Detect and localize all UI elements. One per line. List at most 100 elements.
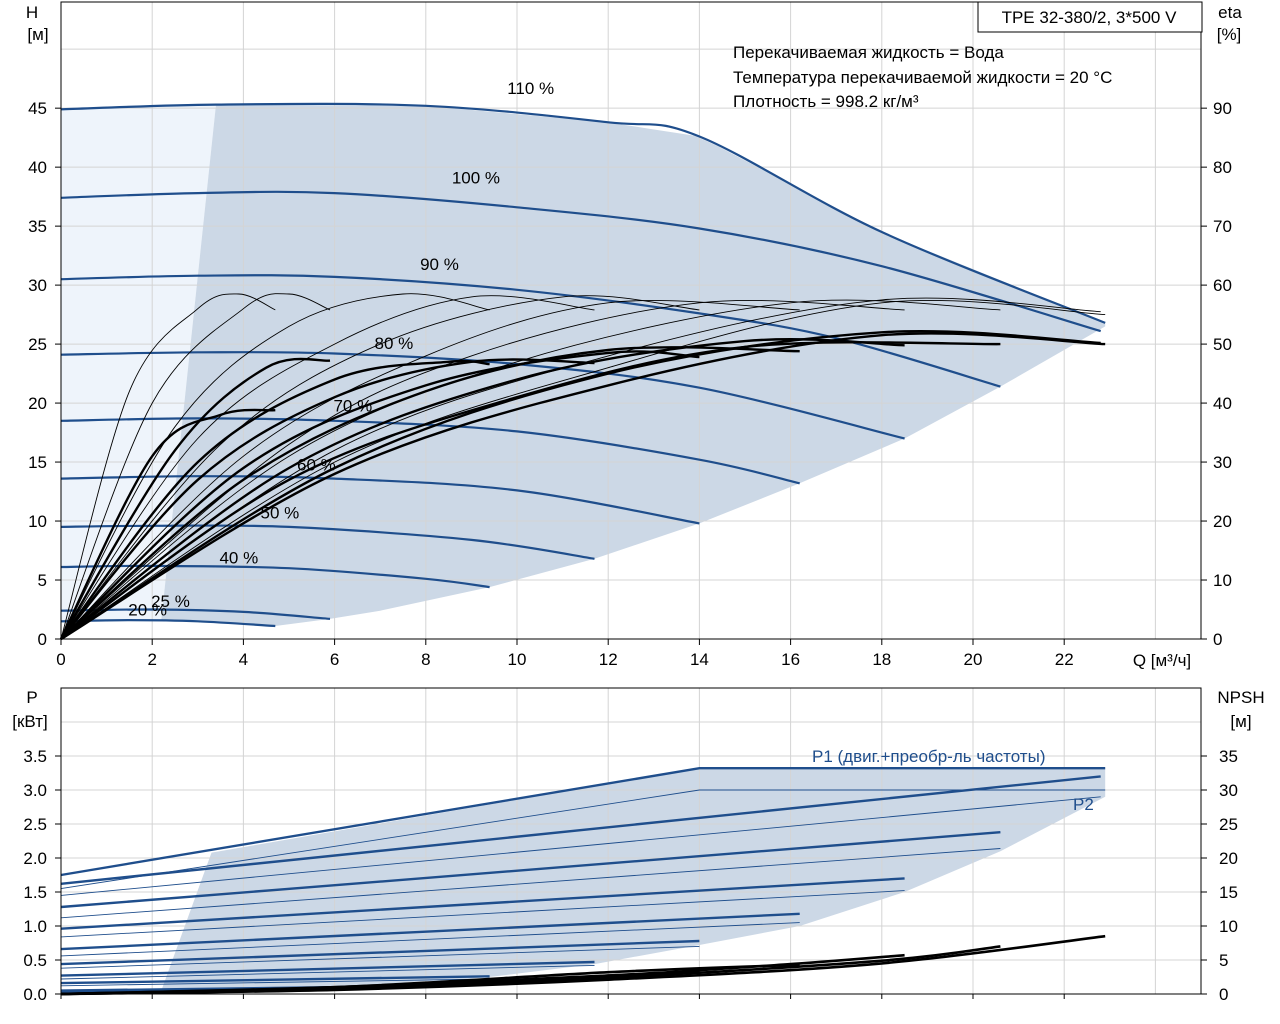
bottom-plot-frame bbox=[60, 687, 1202, 995]
eta-tick-label: 60 bbox=[1213, 276, 1232, 295]
eta-axis-symbol: eta bbox=[1218, 3, 1242, 22]
head-curve-label: 40 % bbox=[219, 549, 258, 568]
x-tick-label: 22 bbox=[1055, 650, 1074, 669]
p2-power-curve bbox=[60, 978, 490, 987]
eta-axis-unit: [%] bbox=[1217, 25, 1242, 44]
efficiency-curve bbox=[60, 350, 700, 640]
efficiency-curve-thin bbox=[60, 293, 331, 640]
head-efficiency-panel: 110 %100 %90 %80 %70 %60 %50 %40 %25 %20… bbox=[28, 1, 1232, 669]
p2-power-curve bbox=[60, 848, 1001, 919]
flow-axis-label: Q [м³/ч] bbox=[1133, 651, 1191, 670]
head-curve-40 bbox=[60, 564, 490, 589]
info-density: Плотность = 998.2 кг/м³ bbox=[733, 92, 919, 111]
efficiency-curve bbox=[60, 359, 490, 640]
eta-tick-label: 20 bbox=[1213, 512, 1232, 531]
efficiency-curve bbox=[60, 358, 595, 640]
x-tick-label: 18 bbox=[872, 650, 891, 669]
efficiency-curve bbox=[60, 346, 800, 640]
eta-tick-label: 40 bbox=[1213, 394, 1232, 413]
power-tick-label: 1.0 bbox=[23, 917, 47, 936]
head-curve-label: 80 % bbox=[375, 334, 414, 353]
head-tick-label: 10 bbox=[28, 512, 47, 531]
power-tick-label: 3.5 bbox=[23, 747, 47, 766]
head-curve-label: 90 % bbox=[420, 255, 459, 274]
p2-series-label: P2 bbox=[1073, 795, 1094, 814]
x-tick-label: 2 bbox=[147, 650, 156, 669]
eta-tick-label: 0 bbox=[1213, 630, 1222, 649]
npsh-tick-label: 35 bbox=[1219, 747, 1238, 766]
power-tick-label: 2.0 bbox=[23, 849, 47, 868]
head-axis-unit: [м] bbox=[27, 25, 48, 44]
head-curve-label: 100 % bbox=[452, 169, 500, 188]
p1-power-curve bbox=[60, 975, 490, 985]
top-plot-frame bbox=[60, 1, 1202, 640]
eta-tick-label: 30 bbox=[1213, 453, 1232, 472]
p1-power-curve bbox=[60, 775, 1101, 885]
efficiency-curve-thin bbox=[60, 295, 595, 640]
head-tick-label: 5 bbox=[38, 571, 47, 590]
head-curve-label: 110 % bbox=[507, 79, 554, 98]
head-curve-100 bbox=[60, 190, 1102, 333]
x-tick-label: 14 bbox=[690, 650, 709, 669]
head-curve-label: 20 % bbox=[128, 600, 167, 619]
efficiency-curve-thin bbox=[60, 299, 1106, 640]
head-curve-label: 60 % bbox=[297, 455, 336, 474]
npsh-tick-label: 30 bbox=[1219, 781, 1238, 800]
power-operating-region bbox=[161, 768, 1106, 991]
efficiency-curve-thin bbox=[60, 293, 276, 640]
x-tick-label: 12 bbox=[599, 650, 618, 669]
efficiency-curve-thin bbox=[60, 293, 490, 640]
x-tick-label: 0 bbox=[56, 650, 65, 669]
p2-power-curve bbox=[60, 922, 800, 957]
p1-power-curve bbox=[60, 960, 595, 977]
efficiency-curve-thin bbox=[60, 299, 1001, 640]
npsh-tick-label: 20 bbox=[1219, 849, 1238, 868]
head-curve-label: 70 % bbox=[333, 396, 372, 415]
low-flow-region bbox=[61, 104, 217, 622]
p1-series-label: P1 (двиг.+преобр-ль частоты) bbox=[812, 747, 1045, 766]
p2-power-curve bbox=[60, 945, 700, 969]
x-tick-label: 16 bbox=[781, 650, 800, 669]
power-axis-symbol: P bbox=[26, 688, 37, 707]
head-curve-80 bbox=[60, 351, 905, 440]
efficiency-curve bbox=[60, 329, 1101, 641]
efficiency-curve-thin bbox=[60, 300, 800, 640]
p2-power-curve bbox=[60, 796, 1101, 896]
efficiency-curve bbox=[59, 357, 331, 640]
head-curve-60 bbox=[60, 475, 700, 525]
chart-title-box bbox=[977, 1, 1203, 33]
p1-power-curve bbox=[60, 912, 800, 951]
npsh-curve bbox=[60, 970, 700, 996]
npsh-tick-label: 0 bbox=[1219, 985, 1228, 1004]
npsh-tick-label: 5 bbox=[1219, 951, 1228, 970]
x-tick-label: 8 bbox=[421, 650, 430, 669]
head-tick-label: 0 bbox=[38, 630, 47, 649]
head-curve-70 bbox=[60, 417, 800, 485]
p1-power-curve bbox=[60, 831, 1001, 909]
head-curve-90 bbox=[60, 274, 1001, 388]
head-tick-label: 25 bbox=[28, 335, 47, 354]
eta-tick-label: 80 bbox=[1213, 158, 1232, 177]
p1-power-curve bbox=[60, 939, 700, 966]
p1-power-curve bbox=[60, 877, 905, 930]
eta-tick-label: 90 bbox=[1213, 99, 1232, 118]
head-curve-label: 50 % bbox=[261, 504, 300, 523]
efficiency-curve bbox=[59, 408, 276, 640]
p2-power-curve bbox=[60, 964, 595, 980]
eta-tick-label: 70 bbox=[1213, 217, 1232, 236]
power-npsh-panel: 0.0 0.5 1.0 1.5 2.0 2.5 3.0 3.5 0 5 10 15 20 25 30 35 bbox=[23, 687, 1238, 1004]
head-curve-110 bbox=[60, 102, 1106, 324]
p1-power-curve bbox=[60, 767, 1106, 877]
p2-power-curve bbox=[60, 890, 905, 938]
head-tick-label: 20 bbox=[28, 394, 47, 413]
head-axis-symbol: H bbox=[26, 3, 38, 22]
eta-tick-label: 50 bbox=[1213, 335, 1232, 354]
npsh-axis-symbol: NPSH bbox=[1217, 688, 1264, 707]
head-curve-label: 25 % bbox=[151, 592, 190, 611]
x-tick-label: 4 bbox=[239, 650, 248, 669]
power-tick-label: 2.5 bbox=[23, 815, 47, 834]
npsh-axis-unit: [м] bbox=[1230, 712, 1251, 731]
head-tick-label: 30 bbox=[28, 276, 47, 295]
npsh-tick-label: 15 bbox=[1219, 883, 1238, 902]
